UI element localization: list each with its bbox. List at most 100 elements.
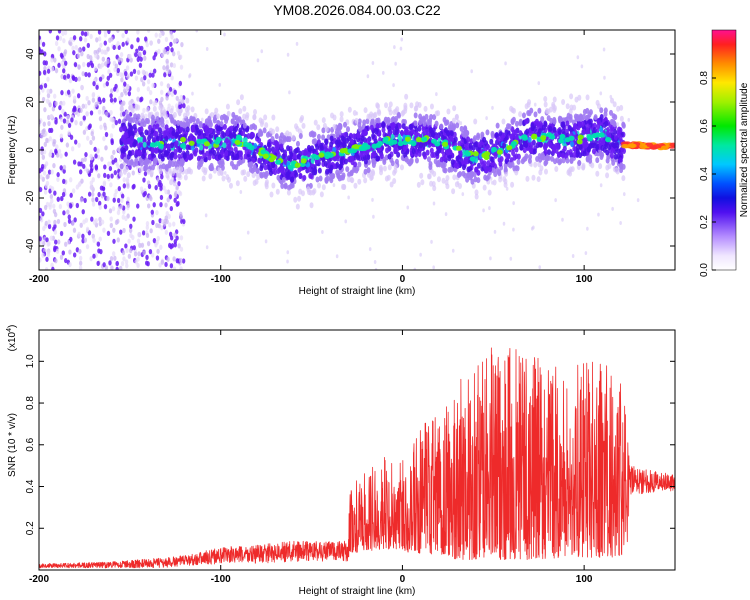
spectrogram-point bbox=[516, 158, 521, 165]
spectrogram-point bbox=[249, 131, 254, 138]
spectrogram-point bbox=[310, 130, 315, 137]
spectrogram-point bbox=[599, 107, 604, 114]
spectrogram-point bbox=[306, 151, 311, 158]
spectrogram-point bbox=[102, 136, 106, 142]
spectrogram-point bbox=[374, 128, 379, 135]
spectrogram-point bbox=[317, 182, 322, 189]
spectrogram-point bbox=[159, 202, 163, 208]
spectrogram-point bbox=[408, 124, 413, 131]
spectrogram-point bbox=[110, 36, 114, 42]
spectrogram-point bbox=[106, 196, 110, 202]
spectrogram-point bbox=[332, 123, 337, 130]
spectrogram-point bbox=[87, 100, 91, 106]
spectrogram-point bbox=[421, 136, 428, 142]
spectrogram-point bbox=[177, 153, 181, 159]
spectrogram-point bbox=[423, 105, 428, 112]
spectrogram-point bbox=[114, 219, 119, 225]
spectrogram-point bbox=[242, 141, 249, 147]
spectrogram-point bbox=[100, 156, 104, 162]
spectrogram-point bbox=[279, 143, 284, 150]
spectrogram-point bbox=[386, 119, 391, 126]
spectrogram-point bbox=[166, 197, 170, 203]
spectrogram-point bbox=[486, 160, 491, 167]
spectrogram-point bbox=[285, 130, 290, 137]
spectrogram-point bbox=[169, 30, 173, 37]
spectrogram-point bbox=[116, 197, 121, 204]
spectrogram-point bbox=[78, 265, 83, 270]
spectrogram-point bbox=[94, 164, 99, 170]
spectrogram-point bbox=[514, 120, 519, 127]
spectrogram-point bbox=[91, 197, 95, 203]
spectrogram-point bbox=[155, 210, 159, 216]
spectrogram-point bbox=[394, 61, 397, 66]
spectrogram-point bbox=[660, 145, 669, 150]
spectrogram-point bbox=[477, 141, 482, 148]
spectrogram-point bbox=[519, 143, 524, 150]
spectrogram-point bbox=[145, 42, 149, 48]
spectrogram-point bbox=[604, 120, 609, 127]
spectrogram-point bbox=[93, 146, 97, 152]
spectrogram-point bbox=[54, 100, 58, 107]
spectrogram-point bbox=[152, 202, 156, 208]
spectrogram-point bbox=[429, 180, 434, 187]
spectrogram-point bbox=[78, 36, 83, 42]
spectrogram-point bbox=[114, 188, 118, 195]
spectrogram-point bbox=[257, 157, 262, 164]
spectrogram-point bbox=[185, 110, 190, 117]
spectrogram-point bbox=[65, 119, 70, 125]
spectrogram-x-ticks: -200 -100 0 100 bbox=[29, 30, 593, 285]
spectrogram-point bbox=[612, 121, 617, 128]
snr-multiplier-close: ) bbox=[7, 325, 18, 328]
spectrogram-point bbox=[497, 169, 502, 176]
snr-y-tick-label: 0.4 bbox=[25, 479, 36, 493]
spectrogram-point bbox=[271, 114, 276, 121]
spectrogram-point bbox=[611, 159, 616, 166]
spectrogram-point bbox=[414, 157, 419, 164]
spectrogram-point bbox=[324, 126, 329, 133]
spectrogram-point bbox=[397, 140, 404, 147]
spectrogram-point bbox=[335, 131, 340, 138]
spectrogram-point bbox=[456, 172, 461, 179]
spectrogram-point bbox=[428, 164, 433, 171]
spectrogram-point bbox=[576, 55, 580, 60]
spectrogram-point bbox=[544, 108, 549, 115]
spectrogram-point bbox=[276, 151, 281, 158]
spectrogram-point bbox=[431, 127, 436, 134]
spectrogram-point bbox=[503, 137, 508, 144]
spectrogram-point bbox=[473, 118, 478, 125]
colorbar-gradient bbox=[711, 29, 737, 271]
spectrogram-point bbox=[451, 188, 456, 195]
spectrogram-point bbox=[554, 198, 557, 203]
spectrogram-point bbox=[611, 206, 614, 211]
spectrogram-point bbox=[173, 153, 178, 160]
spectrogram-point bbox=[129, 71, 134, 77]
spectrogram-point bbox=[543, 160, 548, 167]
spectrogram-point bbox=[112, 44, 116, 51]
spectrogram-point bbox=[339, 116, 344, 123]
spectrogram-point bbox=[512, 227, 515, 232]
spectrogram-point bbox=[122, 256, 126, 262]
spectrogram-point bbox=[90, 131, 94, 137]
spectrogram-point bbox=[43, 189, 48, 195]
spectrogram-point bbox=[61, 191, 66, 198]
spectrogram-point bbox=[591, 148, 596, 155]
spectrogram-point bbox=[47, 219, 51, 225]
spectrogram-point bbox=[561, 157, 566, 164]
snr-y-tick-label: 1.0 bbox=[25, 354, 36, 368]
spectrogram-point bbox=[115, 266, 119, 270]
spectrogram-point bbox=[175, 201, 179, 207]
spectrogram-point bbox=[596, 119, 601, 126]
spectrogram-point bbox=[172, 266, 177, 270]
spectrogram-point bbox=[52, 139, 57, 145]
spectrogram-point bbox=[326, 134, 331, 141]
spectrogram-point bbox=[162, 185, 166, 191]
spectrogram-point bbox=[613, 134, 618, 141]
spectrogram-point bbox=[164, 189, 168, 195]
spectrogram-point bbox=[381, 126, 386, 133]
spectrogram-point bbox=[168, 127, 173, 134]
spectrogram-point bbox=[43, 83, 48, 89]
spectrogram-point bbox=[74, 139, 78, 145]
spectrogram-point bbox=[158, 168, 163, 175]
spectrogram-point bbox=[57, 46, 61, 52]
spectrogram-point bbox=[99, 249, 103, 255]
